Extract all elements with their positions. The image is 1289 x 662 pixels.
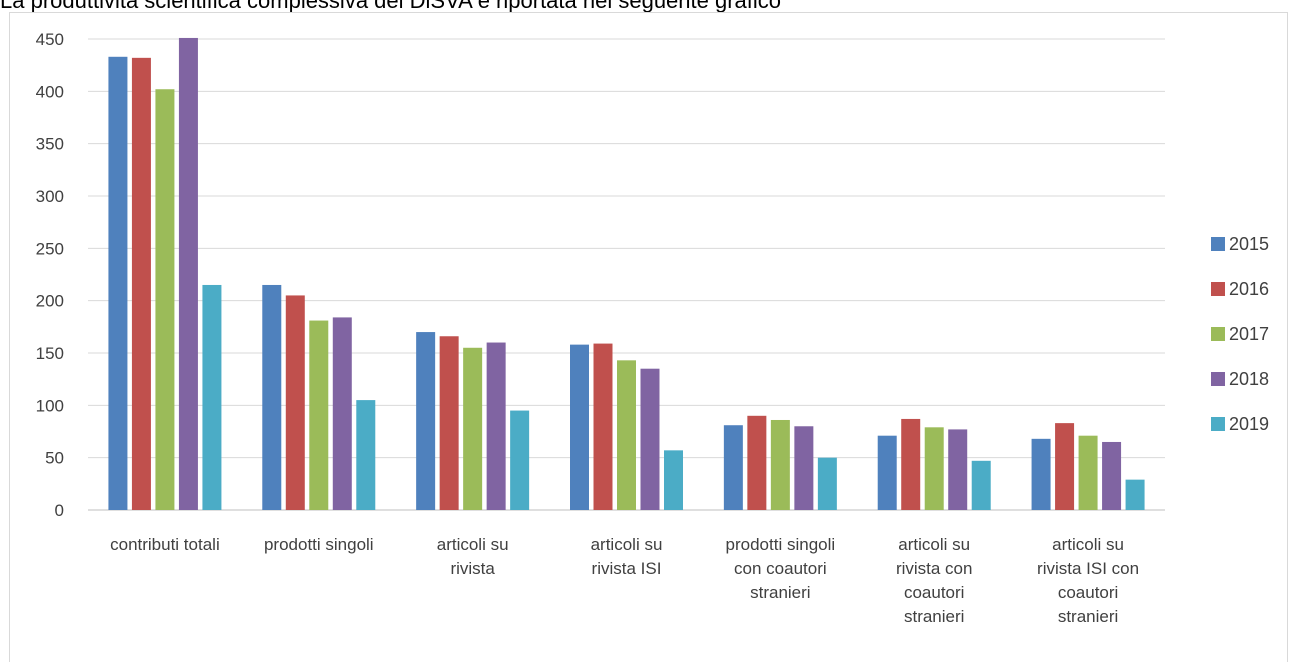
bar-2016	[1055, 423, 1075, 510]
x-tick-label-line: articoli su	[591, 535, 663, 554]
x-tick-label-line: rivista ISI con	[1037, 559, 1139, 578]
legend-label-2018: 2018	[1229, 369, 1269, 389]
bar-2018	[640, 368, 660, 510]
bar-2019	[356, 400, 376, 510]
x-tick-label-line: coautori	[904, 583, 964, 602]
bar-2018	[1102, 441, 1122, 510]
x-tick-label-line: contributi totali	[110, 535, 220, 554]
x-tick-label: articoli su rivista ISI con coautori strani…	[1037, 535, 1139, 626]
x-tick-label: articoli su rivista	[437, 535, 509, 578]
bar-2019	[971, 460, 991, 510]
bar-2019	[510, 410, 530, 510]
legend-label-2016: 2016	[1229, 279, 1269, 299]
bar-2018	[178, 37, 198, 510]
bar-2015	[262, 284, 282, 510]
legend-swatch-2015	[1211, 237, 1225, 251]
x-tick-label-line: rivista con	[896, 559, 973, 578]
page-heading: La produttività scientifica complessiva …	[0, 0, 782, 13]
legend-label-2019: 2019	[1229, 414, 1269, 434]
y-axis-ticks: 0 50 100 150 200 250 300 350 400 450	[36, 30, 64, 520]
x-tick-label: prodotti singoli	[264, 535, 374, 554]
bar-2016	[285, 295, 305, 510]
x-tick-label-line: coautori	[1058, 583, 1118, 602]
bar-2019	[202, 284, 222, 510]
bar-2015	[877, 435, 897, 510]
bar-2016	[131, 57, 151, 511]
bar-2015	[416, 332, 436, 510]
bar-2017	[1078, 435, 1098, 510]
bar-2015	[1031, 438, 1051, 510]
x-tick-label-line: con coautori	[734, 559, 827, 578]
x-tick-label-line: prodotti singoli	[726, 535, 836, 554]
bar-2018	[486, 342, 506, 510]
bar-2019	[817, 457, 837, 510]
bar-2015	[108, 56, 128, 510]
y-tick-label: 350	[36, 135, 64, 154]
x-tick-label-line: articoli su	[898, 535, 970, 554]
y-tick-label: 150	[36, 344, 64, 363]
y-tick-label: 0	[55, 501, 64, 520]
bar-2018	[794, 426, 814, 510]
x-tick-label-line: stranieri	[750, 583, 810, 602]
legend: 2015 2016 2017 2018 2019	[1211, 234, 1269, 434]
bar-2017	[309, 320, 329, 510]
bar-2017	[924, 427, 944, 510]
bar-2016	[901, 418, 921, 510]
chart-frame	[9, 12, 1288, 662]
x-tick-label: contributi totali	[110, 535, 220, 554]
bar-2017	[463, 347, 483, 510]
bars	[108, 37, 1145, 511]
y-tick-label: 400	[36, 82, 64, 101]
y-tick-label: 250	[36, 239, 64, 258]
legend-swatch-2018	[1211, 372, 1225, 386]
x-tick-label-line: stranieri	[904, 607, 964, 626]
bar-2016	[747, 415, 767, 510]
y-tick-label: 300	[36, 187, 64, 206]
bar-2016	[439, 336, 459, 510]
x-tick-label-line: rivista	[450, 559, 495, 578]
x-tick-label-line: prodotti singoli	[264, 535, 374, 554]
legend-swatch-2016	[1211, 282, 1225, 296]
x-tick-label-line: articoli su	[1052, 535, 1124, 554]
y-tick-label: 100	[36, 396, 64, 415]
legend-label-2017: 2017	[1229, 324, 1269, 344]
legend-swatch-2019	[1211, 417, 1225, 431]
x-axis-labels: contributi totali prodotti singoli articol…	[110, 535, 1139, 626]
y-tick-label: 450	[36, 30, 64, 49]
y-tick-label: 200	[36, 292, 64, 311]
x-tick-label-line: rivista ISI	[592, 559, 662, 578]
bar-2015	[570, 344, 589, 510]
x-tick-label-line: stranieri	[1058, 607, 1118, 626]
x-tick-label-line: articoli su	[437, 535, 509, 554]
bar-2019	[1125, 479, 1145, 510]
bar-2015	[723, 425, 743, 510]
bar-2018	[948, 429, 968, 510]
bar-2016	[593, 343, 613, 510]
bar-2018	[332, 317, 352, 510]
bar-2017	[770, 419, 790, 510]
x-tick-label: articoli su rivista ISI	[591, 535, 663, 578]
x-tick-label: articoli su rivista con coautori stranieri	[896, 535, 973, 626]
bar-2017	[155, 89, 175, 511]
legend-label-2015: 2015	[1229, 234, 1269, 254]
y-tick-label: 50	[45, 449, 64, 468]
legend-swatch-2017	[1211, 327, 1225, 341]
x-tick-label: prodotti singoli con coautori stranieri	[726, 535, 836, 602]
bar-2017	[617, 360, 636, 510]
bar-2019	[664, 450, 683, 510]
